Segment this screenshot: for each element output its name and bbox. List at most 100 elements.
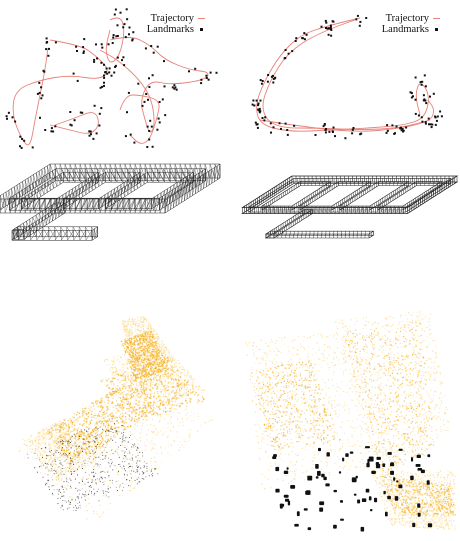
cloud-point bbox=[137, 335, 139, 337]
cloud-point bbox=[69, 463, 71, 465]
cloud-point bbox=[126, 325, 128, 327]
cloud-point bbox=[129, 350, 131, 352]
cloud-point bbox=[131, 334, 133, 336]
cloud-point bbox=[71, 421, 74, 424]
cloud-point bbox=[148, 371, 150, 373]
cloud-point bbox=[138, 355, 140, 357]
cloud-point bbox=[189, 376, 191, 378]
cloud-point bbox=[150, 332, 152, 334]
cloud-point bbox=[136, 381, 138, 383]
cloud-point bbox=[65, 426, 67, 428]
cloud-point bbox=[123, 437, 125, 439]
cloud-point bbox=[100, 400, 102, 402]
cloud-point bbox=[135, 321, 137, 323]
cloud-point bbox=[150, 349, 152, 351]
cloud-point bbox=[69, 464, 71, 466]
cloud-point bbox=[64, 460, 66, 462]
cloud-point bbox=[130, 362, 132, 364]
cloud-point bbox=[78, 433, 80, 435]
cloud-point bbox=[85, 466, 87, 468]
cloud-point bbox=[122, 367, 124, 369]
cloud-point bbox=[158, 349, 160, 351]
cloud-point bbox=[68, 440, 70, 442]
cloud-point bbox=[155, 361, 157, 363]
cloud-point bbox=[92, 443, 94, 445]
cloud-point bbox=[139, 381, 141, 383]
cloud-point bbox=[130, 420, 132, 422]
cloud-point bbox=[128, 359, 130, 361]
cloud-point bbox=[65, 487, 67, 489]
cloud-point bbox=[141, 409, 144, 412]
cloud-point bbox=[178, 405, 181, 407]
landmark-point bbox=[428, 123, 430, 126]
cloud-point bbox=[58, 445, 61, 447]
cloud-point bbox=[145, 358, 147, 360]
cloud-point bbox=[96, 465, 98, 467]
cloud-point bbox=[103, 455, 105, 457]
cloud-point bbox=[132, 364, 134, 366]
cloud-point bbox=[134, 354, 136, 356]
cloud-point bbox=[93, 460, 95, 462]
cloud-point bbox=[123, 375, 125, 377]
cloud-point bbox=[161, 461, 163, 463]
cloud-point bbox=[67, 457, 69, 459]
cloud-point bbox=[48, 435, 50, 437]
cloud-point bbox=[141, 343, 143, 345]
cloud-point bbox=[129, 333, 131, 335]
cloud-point bbox=[146, 324, 148, 326]
cloud-point bbox=[167, 358, 169, 360]
cloud-point bbox=[56, 438, 59, 440]
cloud-point bbox=[144, 352, 146, 354]
cloud-point bbox=[94, 444, 96, 446]
cloud-point bbox=[134, 392, 136, 394]
cloud-point bbox=[65, 457, 67, 459]
cloud-point bbox=[154, 348, 157, 350]
cloud-point bbox=[78, 447, 81, 449]
cloud-point bbox=[100, 402, 102, 404]
cloud-point bbox=[42, 457, 44, 459]
cloud-point bbox=[139, 421, 141, 423]
cloud-point bbox=[174, 396, 176, 398]
cloud-point bbox=[52, 424, 54, 426]
cloud-point bbox=[61, 437, 63, 439]
cloud-point bbox=[118, 374, 120, 376]
cloud-point bbox=[135, 377, 137, 380]
cloud-point bbox=[50, 430, 52, 432]
cloud-point bbox=[54, 437, 56, 439]
cloud-point bbox=[98, 467, 100, 469]
cloud-point bbox=[130, 465, 132, 467]
cloud-point bbox=[186, 374, 188, 376]
cloud-point bbox=[113, 356, 115, 358]
cloud-point bbox=[105, 358, 107, 360]
cloud-point bbox=[194, 378, 196, 380]
cloud-point bbox=[171, 373, 174, 375]
landmark-point bbox=[133, 141, 136, 144]
cloud-point bbox=[150, 352, 153, 354]
cloud-point bbox=[136, 388, 138, 390]
cloud-point bbox=[66, 432, 68, 434]
cloud-point bbox=[154, 347, 156, 349]
cloud-point bbox=[177, 383, 179, 385]
cloud-point bbox=[127, 403, 129, 405]
cloud-point bbox=[128, 362, 131, 364]
landmark-point bbox=[156, 45, 159, 48]
cloud-point bbox=[128, 466, 130, 468]
cloud-point bbox=[106, 423, 108, 425]
cloud-point bbox=[149, 343, 151, 345]
cloud-point bbox=[152, 363, 154, 366]
cloud-point bbox=[133, 380, 135, 382]
cloud-point bbox=[135, 349, 137, 351]
cloud-point bbox=[89, 490, 90, 492]
cloud-point bbox=[129, 406, 132, 409]
cloud-point bbox=[149, 397, 152, 399]
cloud-point bbox=[114, 417, 116, 419]
cloud-point bbox=[159, 356, 162, 359]
cloud-point bbox=[148, 341, 151, 343]
cloud-point bbox=[159, 399, 161, 401]
cloud-point bbox=[192, 383, 194, 385]
cloud-point bbox=[29, 448, 31, 450]
cloud-point bbox=[37, 446, 39, 448]
cloud-point bbox=[55, 440, 57, 442]
cloud-point bbox=[66, 434, 68, 436]
cloud-point bbox=[105, 429, 108, 431]
